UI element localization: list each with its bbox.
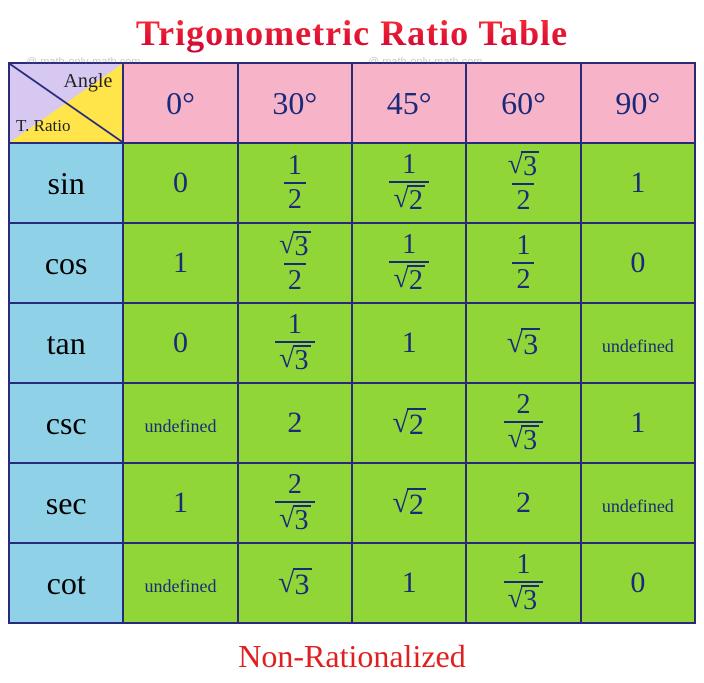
table-row: sin0 12 1√2 √32 1 xyxy=(9,143,695,223)
page-title: Trigonometric Ratio Table xyxy=(8,12,696,54)
sqrt-expr: √2 xyxy=(392,408,425,440)
ratio-header: csc xyxy=(9,383,123,463)
fraction-expr: 12 xyxy=(284,152,306,214)
value-cell: 1√3 xyxy=(238,303,352,383)
value-cell: 2 xyxy=(466,463,580,543)
value-cell: √3 xyxy=(466,303,580,383)
angle-header: 0° xyxy=(123,63,237,143)
ratio-label: T. Ratio xyxy=(16,116,70,136)
value-cell: undefined xyxy=(581,463,695,543)
ratio-header: cot xyxy=(9,543,123,623)
fraction-expr: 2√3 xyxy=(504,391,543,455)
value-cell: 1 xyxy=(581,383,695,463)
ratio-header: sin xyxy=(9,143,123,223)
value-cell: 1 xyxy=(123,223,237,303)
sqrt-expr: √3 xyxy=(279,505,310,535)
fraction-expr: 1√2 xyxy=(389,151,428,215)
fraction-expr: 1√3 xyxy=(275,311,314,375)
sqrt-expr: √3 xyxy=(279,345,310,375)
angle-header: 45° xyxy=(352,63,466,143)
angle-header: 90° xyxy=(581,63,695,143)
table-row: sec1 2√3 √2 2 undefined xyxy=(9,463,695,543)
value-cell: 1 xyxy=(123,463,237,543)
value-cell: √32 xyxy=(466,143,580,223)
value-cell: 0 xyxy=(581,543,695,623)
value-cell: 2√3 xyxy=(238,463,352,543)
value-cell: 2 xyxy=(238,383,352,463)
value-cell: √32 xyxy=(238,223,352,303)
undefined-value: undefined xyxy=(602,336,674,356)
value-cell: 1√2 xyxy=(352,143,466,223)
undefined-value: undefined xyxy=(145,416,217,436)
value-cell: undefined xyxy=(581,303,695,383)
value-cell: undefined xyxy=(123,383,237,463)
footer-label: Non-Rationalized xyxy=(8,638,696,675)
value-cell: 1√2 xyxy=(352,223,466,303)
container: Trigonometric Ratio Table @ math-only-ma… xyxy=(8,12,696,675)
sqrt-expr: √3 xyxy=(278,568,311,600)
trig-table: Angle T. Ratio 0° 30° 45° 60° 90° sin012… xyxy=(8,62,696,624)
value-cell: 12 xyxy=(238,143,352,223)
angle-label: Angle xyxy=(63,70,112,93)
corner-cell: Angle T. Ratio xyxy=(9,63,123,143)
value-cell: undefined xyxy=(123,543,237,623)
sqrt-expr: √3 xyxy=(508,585,539,615)
ratio-header: sec xyxy=(9,463,123,543)
value-cell: 1√3 xyxy=(466,543,580,623)
sqrt-expr: √3 xyxy=(508,425,539,455)
undefined-value: undefined xyxy=(602,496,674,516)
fraction-expr: 2√3 xyxy=(275,471,314,535)
table-row: cot undefined √3 1 1√3 0 xyxy=(9,543,695,623)
sqrt-expr: √3 xyxy=(507,328,540,360)
value-cell: 0 xyxy=(581,223,695,303)
value-cell: 0 xyxy=(123,143,237,223)
sqrt-expr: √3 xyxy=(279,231,310,261)
value-cell: √3 xyxy=(238,543,352,623)
ratio-header: tan xyxy=(9,303,123,383)
value-cell: 2√3 xyxy=(466,383,580,463)
undefined-value: undefined xyxy=(145,576,217,596)
fraction-expr: √32 xyxy=(275,231,314,295)
fraction-expr: 1√2 xyxy=(389,231,428,295)
table-row: cos1 √32 1√2 12 0 xyxy=(9,223,695,303)
sqrt-expr: √2 xyxy=(393,185,424,215)
value-cell: 1 xyxy=(352,543,466,623)
angle-header: 30° xyxy=(238,63,352,143)
value-cell: √2 xyxy=(352,463,466,543)
value-cell: 0 xyxy=(123,303,237,383)
fraction-expr: 1√3 xyxy=(504,551,543,615)
ratio-header: cos xyxy=(9,223,123,303)
fraction-expr: √32 xyxy=(504,151,543,215)
value-cell: √2 xyxy=(352,383,466,463)
angle-header: 60° xyxy=(466,63,580,143)
value-cell: 12 xyxy=(466,223,580,303)
table-row: tan01√31√3undefined xyxy=(9,303,695,383)
sqrt-expr: √2 xyxy=(392,488,425,520)
fraction-expr: 12 xyxy=(512,232,534,294)
sqrt-expr: √3 xyxy=(508,151,539,181)
value-cell: 1 xyxy=(352,303,466,383)
header-row: Angle T. Ratio 0° 30° 45° 60° 90° xyxy=(9,63,695,143)
table-row: csc undefined 2 √2 2√3 1 xyxy=(9,383,695,463)
value-cell: 1 xyxy=(581,143,695,223)
sqrt-expr: √2 xyxy=(393,265,424,295)
